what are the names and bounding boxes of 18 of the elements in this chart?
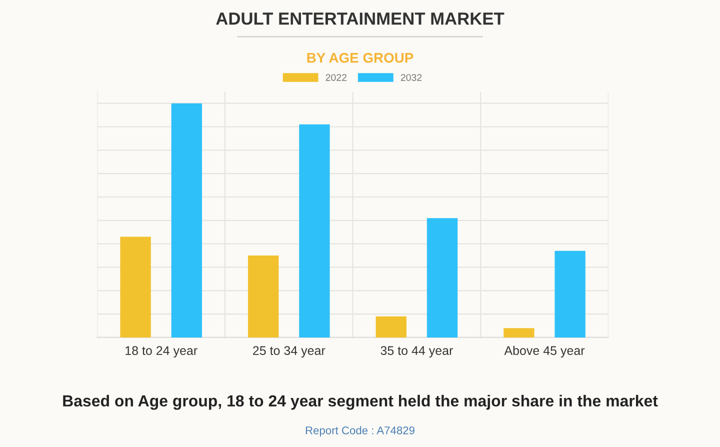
bar	[426, 218, 458, 338]
bar	[299, 124, 330, 338]
bar	[171, 103, 202, 338]
text: Based on Age group, 18 to 24 year segment held the major share in the market	[63, 394, 658, 410]
x-tick-label: Above 45 year	[504, 346, 585, 358]
bar	[120, 236, 151, 338]
bar	[554, 250, 586, 338]
bar	[504, 328, 534, 338]
x-tick-label: 35 to 44 year	[380, 346, 453, 358]
bar	[376, 316, 406, 338]
chart-subtitle: BY AGE GROUP	[307, 52, 414, 63]
legend-label: 2022	[326, 74, 346, 81]
x-tick-label: 18 to 24 year	[126, 346, 198, 358]
legend-label: 2032	[400, 74, 422, 81]
bar	[248, 256, 279, 338]
text: Report Code : A74829	[306, 426, 414, 437]
x-tick-label: 25 to 34 year	[253, 346, 326, 358]
chart-title: ADULT ENTERTAINMENT MARKET	[216, 12, 504, 25]
